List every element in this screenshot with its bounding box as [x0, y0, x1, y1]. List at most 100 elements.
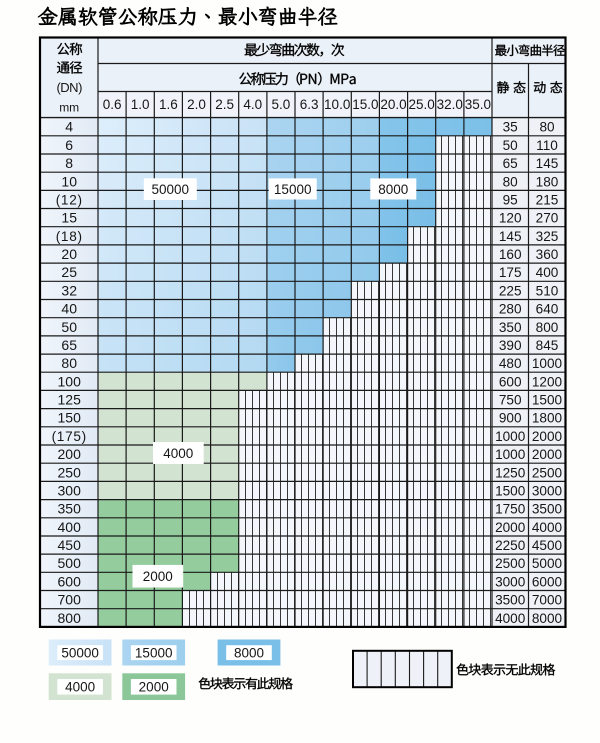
svg-text:1500: 1500: [495, 484, 526, 499]
svg-text:6: 6: [65, 137, 73, 153]
svg-text:3500: 3500: [532, 502, 563, 517]
svg-text:2000: 2000: [143, 569, 173, 584]
svg-text:2.0: 2.0: [187, 97, 206, 112]
svg-text:700: 700: [58, 592, 82, 608]
svg-text:8000: 8000: [234, 645, 264, 660]
svg-text:80: 80: [61, 355, 77, 371]
svg-text:5000: 5000: [532, 556, 563, 571]
svg-text:1000: 1000: [495, 447, 526, 462]
svg-text:500: 500: [58, 555, 82, 571]
svg-text:4000: 4000: [495, 611, 526, 626]
svg-text:800: 800: [58, 610, 82, 626]
svg-text:25.0: 25.0: [408, 97, 434, 112]
svg-text:15.0: 15.0: [352, 97, 378, 112]
svg-text:4000: 4000: [163, 446, 193, 461]
svg-text:20: 20: [61, 246, 77, 262]
svg-text:5.0: 5.0: [272, 97, 291, 112]
svg-text:175: 175: [499, 265, 522, 280]
svg-text:1000: 1000: [495, 429, 526, 444]
svg-text:15000: 15000: [274, 182, 312, 197]
svg-text:65: 65: [503, 156, 518, 171]
svg-text:0.6: 0.6: [103, 97, 122, 112]
svg-text:32.0: 32.0: [437, 97, 463, 112]
svg-text:125: 125: [58, 392, 82, 408]
svg-text:300: 300: [58, 483, 82, 499]
svg-text:325: 325: [536, 229, 559, 244]
svg-text:510: 510: [536, 283, 559, 298]
svg-text:145: 145: [499, 229, 522, 244]
svg-text:2000: 2000: [495, 520, 526, 535]
svg-text:3000: 3000: [495, 574, 526, 589]
svg-text:25: 25: [61, 264, 77, 280]
svg-text:32: 32: [61, 282, 77, 298]
svg-text:50: 50: [61, 319, 77, 335]
svg-text:750: 750: [499, 393, 522, 408]
svg-text:350: 350: [58, 501, 82, 517]
svg-text:1200: 1200: [532, 374, 563, 389]
svg-text:110: 110: [536, 138, 558, 153]
svg-text:35: 35: [503, 120, 518, 135]
svg-text:8: 8: [65, 155, 73, 171]
svg-text:2500: 2500: [495, 556, 526, 571]
svg-text:6.3: 6.3: [300, 97, 319, 112]
svg-text:180: 180: [536, 174, 559, 189]
svg-text:145: 145: [536, 156, 559, 171]
svg-text:20.0: 20.0: [380, 97, 406, 112]
svg-text:225: 225: [499, 283, 522, 298]
svg-text:6000: 6000: [532, 574, 563, 589]
svg-text:4.0: 4.0: [243, 97, 262, 112]
svg-text:450: 450: [58, 537, 82, 553]
svg-text:2000: 2000: [139, 679, 169, 694]
svg-text:4000: 4000: [65, 679, 95, 694]
svg-text:480: 480: [499, 356, 522, 371]
svg-text:50000: 50000: [152, 182, 190, 197]
svg-text:40: 40: [61, 301, 77, 317]
svg-text:845: 845: [536, 338, 559, 353]
svg-text:mm: mm: [59, 101, 79, 115]
svg-text:2000: 2000: [532, 429, 563, 444]
svg-text:8000: 8000: [378, 182, 408, 197]
svg-text:250: 250: [58, 464, 82, 480]
svg-text:150: 150: [58, 410, 82, 426]
svg-text:50: 50: [503, 138, 519, 153]
svg-text:2250: 2250: [495, 538, 526, 553]
svg-text:360: 360: [536, 247, 559, 262]
svg-text:1750: 1750: [495, 502, 526, 517]
svg-text:80: 80: [539, 120, 555, 135]
svg-text:1000: 1000: [532, 356, 563, 371]
svg-text:2500: 2500: [532, 465, 563, 480]
svg-text:800: 800: [536, 320, 559, 335]
svg-text:2.5: 2.5: [215, 97, 234, 112]
svg-text:3000: 3000: [532, 484, 563, 499]
svg-text:900: 900: [499, 411, 522, 426]
svg-text:15000: 15000: [135, 645, 173, 660]
svg-text:4: 4: [65, 119, 73, 135]
svg-text:270: 270: [536, 211, 559, 226]
svg-text:1500: 1500: [532, 393, 563, 408]
svg-text:50000: 50000: [61, 645, 99, 660]
svg-text:(DN): (DN): [56, 80, 82, 95]
svg-text:1.6: 1.6: [159, 97, 178, 112]
svg-text:15: 15: [61, 210, 77, 226]
svg-text:215: 215: [536, 193, 559, 208]
svg-text:1.0: 1.0: [131, 97, 150, 112]
svg-text:95: 95: [503, 193, 518, 208]
svg-text:400: 400: [536, 265, 559, 280]
svg-text:640: 640: [536, 302, 559, 317]
svg-text:600: 600: [58, 573, 82, 589]
svg-text:10: 10: [61, 173, 77, 189]
svg-text:80: 80: [503, 174, 519, 189]
svg-text:160: 160: [499, 247, 522, 262]
svg-text:120: 120: [499, 211, 522, 226]
svg-text:2000: 2000: [532, 447, 563, 462]
svg-text:(175): (175): [52, 429, 87, 444]
svg-text:350: 350: [499, 320, 522, 335]
svg-text:4500: 4500: [532, 538, 563, 553]
svg-text:35.0: 35.0: [465, 97, 491, 112]
svg-text:400: 400: [58, 519, 82, 535]
svg-text:100: 100: [58, 373, 82, 389]
svg-text:4000: 4000: [532, 520, 563, 535]
svg-text:390: 390: [499, 338, 522, 353]
svg-text:(18): (18): [56, 229, 83, 244]
svg-text:65: 65: [61, 337, 77, 353]
